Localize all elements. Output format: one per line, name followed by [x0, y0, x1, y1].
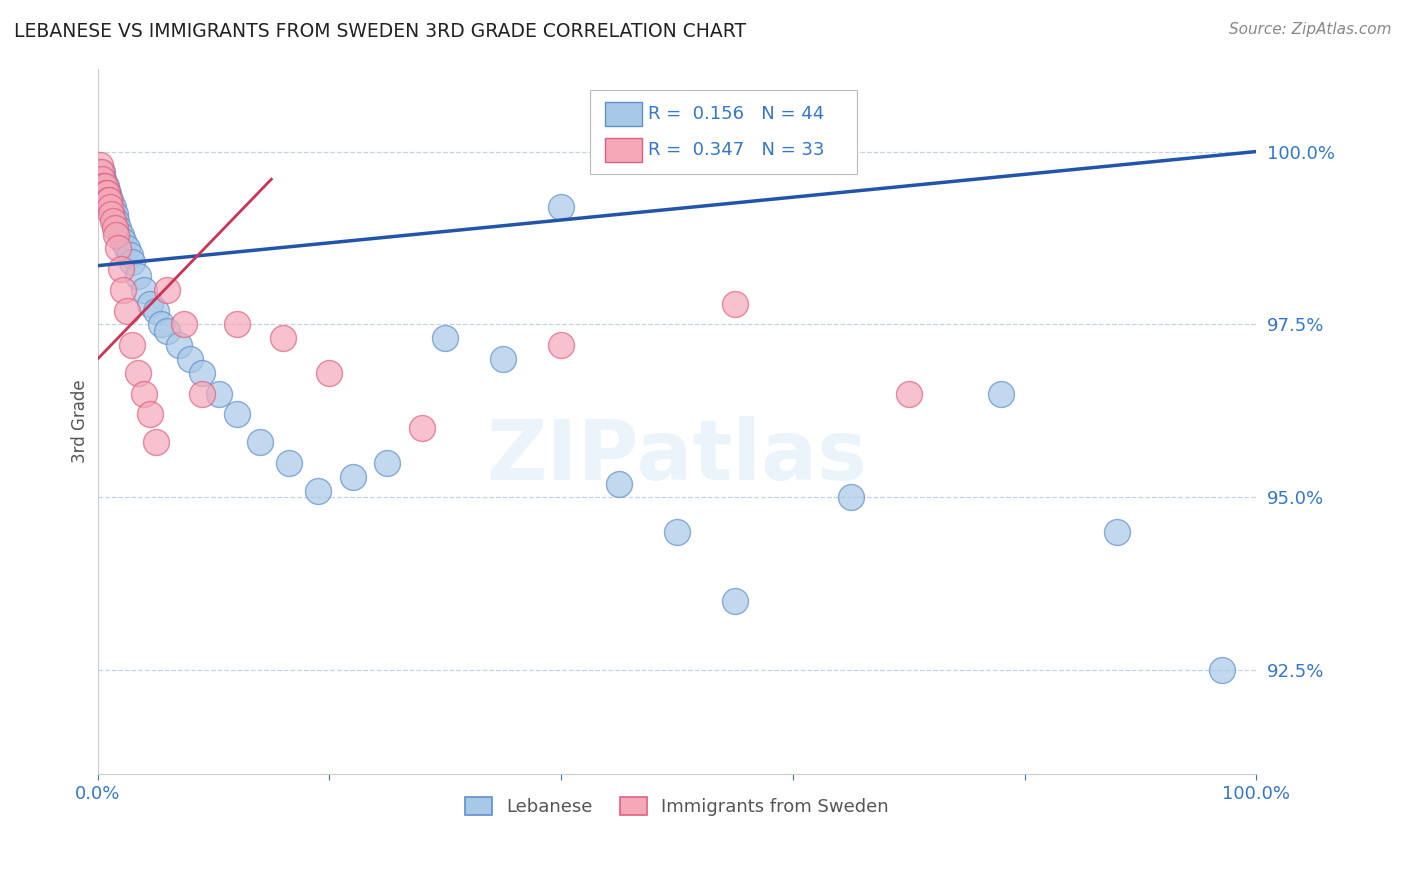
Point [104, 220, 127, 235]
Point [607, 476, 630, 491]
Point [115, 241, 138, 255]
Point [307, 483, 329, 498]
Point [97, 193, 120, 207]
Point [375, 456, 398, 470]
Point [89, 158, 111, 172]
Point [839, 491, 862, 505]
Point [112, 235, 135, 249]
Point [107, 241, 129, 255]
Point [550, 338, 572, 352]
Point [145, 303, 167, 318]
Point [100, 207, 122, 221]
Point [249, 435, 271, 450]
Point [121, 338, 143, 352]
Point [112, 283, 135, 297]
Point [100, 200, 122, 214]
Point [91, 165, 114, 179]
Text: R =  0.156   N = 44: R = 0.156 N = 44 [648, 105, 824, 123]
Point [105, 213, 128, 227]
Point [434, 331, 457, 345]
Point [138, 296, 160, 310]
Point [98, 200, 121, 214]
Point [96, 186, 118, 200]
Text: LEBANESE VS IMMIGRANTS FROM SWEDEN 3RD GRADE CORRELATION CHART: LEBANESE VS IMMIGRANTS FROM SWEDEN 3RD G… [14, 22, 747, 41]
Point [167, 338, 190, 352]
Point [90, 165, 112, 179]
Point [93, 179, 115, 194]
Point [104, 207, 127, 221]
Point [411, 421, 433, 435]
Point [191, 366, 214, 380]
Point [98, 193, 121, 207]
Point [156, 325, 179, 339]
Point [550, 200, 572, 214]
Point [225, 318, 247, 332]
Point [110, 262, 132, 277]
Point [150, 318, 173, 332]
Point [277, 456, 299, 470]
Point [98, 193, 121, 207]
Point [127, 268, 149, 283]
Point [96, 186, 118, 200]
Point [101, 213, 124, 227]
Point [990, 386, 1012, 401]
Point [91, 172, 114, 186]
Point [98, 193, 121, 207]
Point [121, 255, 143, 269]
Point [127, 366, 149, 380]
Text: ZIPatlas: ZIPatlas [486, 416, 868, 497]
Point [191, 386, 214, 401]
Point [93, 179, 115, 194]
Point [342, 469, 364, 483]
Point [94, 179, 117, 194]
Point [145, 435, 167, 450]
Point [665, 524, 688, 539]
Point [132, 283, 155, 297]
Y-axis label: 3rd Grade: 3rd Grade [72, 379, 89, 463]
Text: R =  0.347   N = 33: R = 0.347 N = 33 [648, 141, 824, 159]
Point [271, 331, 294, 345]
Point [1107, 524, 1129, 539]
Point [115, 303, 138, 318]
Point [110, 227, 132, 242]
Point [93, 179, 115, 194]
FancyBboxPatch shape [591, 90, 856, 174]
Point [118, 248, 141, 262]
Point [225, 408, 247, 422]
Point [101, 200, 124, 214]
Legend: Lebanese, Immigrants from Sweden: Lebanese, Immigrants from Sweden [456, 788, 898, 825]
Point [318, 366, 340, 380]
Point [156, 283, 179, 297]
Point [173, 318, 195, 332]
Point [93, 172, 115, 186]
FancyBboxPatch shape [605, 137, 643, 161]
Text: Source: ZipAtlas.com: Source: ZipAtlas.com [1229, 22, 1392, 37]
Point [138, 408, 160, 422]
FancyBboxPatch shape [605, 103, 643, 127]
Point [208, 386, 231, 401]
Point [132, 386, 155, 401]
Point [724, 594, 747, 608]
Point [492, 352, 515, 367]
Point [897, 386, 920, 401]
Point [94, 186, 117, 200]
Point [107, 220, 129, 235]
Point [179, 352, 201, 367]
Point [1211, 664, 1233, 678]
Point [97, 186, 120, 200]
Point [724, 296, 747, 310]
Point [105, 227, 128, 242]
